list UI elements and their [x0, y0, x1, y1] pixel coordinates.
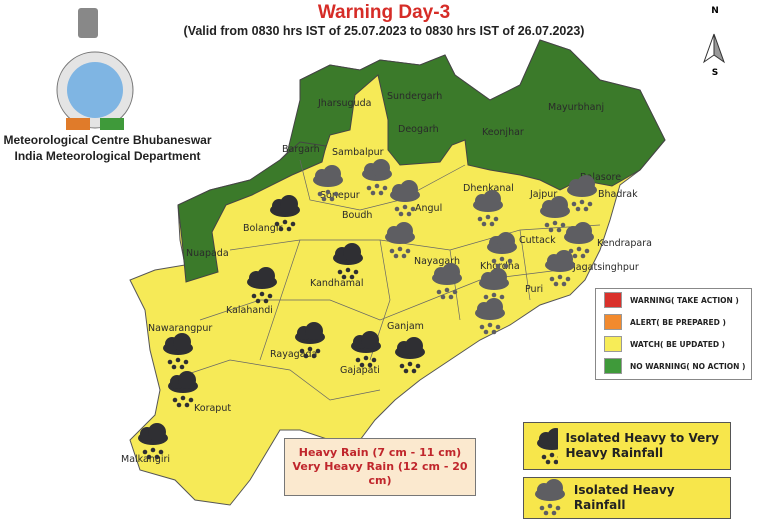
- label-malkangiri: Malkangiri: [121, 454, 170, 465]
- label-sundergarh: Sundergarh: [387, 91, 442, 102]
- label-dhenkanal: Dhenkanal: [463, 183, 514, 194]
- watch-swatch: [604, 336, 622, 352]
- org-line-2: India Meteorological Department: [14, 149, 201, 163]
- heavy-rain-scale: Heavy Rain (7 cm - 11 cm): [298, 446, 462, 459]
- legend-label: NO WARNING( NO ACTION ): [630, 361, 746, 371]
- label-koraput: Koraput: [194, 403, 231, 414]
- color-legend: WARNING( TAKE ACTION ) ALERT( BE PREPARE…: [595, 288, 752, 380]
- label-sonepur: Sonepur: [320, 190, 360, 201]
- heavy-icon-legend: Isolated Heavy Rainfall: [523, 477, 731, 519]
- label-keonjhar: Keonjhar: [482, 127, 524, 138]
- alert-swatch: [604, 314, 622, 330]
- label-nawarangpur: Nawarangpur: [148, 323, 212, 334]
- north-no-warning-area: [284, 39, 666, 191]
- very-heavy-legend-label: Isolated Heavy to Very Heavy Rainfall: [565, 431, 719, 460]
- compass-south: S: [711, 68, 719, 78]
- legend-item-watch: WATCH( BE UPDATED ): [596, 333, 751, 355]
- imd-emblem-logo: [56, 8, 134, 130]
- label-jajpur: Jajpur: [529, 189, 557, 200]
- label-gajapati: Gajapati: [340, 365, 380, 376]
- label-nuapada: Nuapada: [186, 248, 229, 259]
- label-bolangir: Bolangir: [243, 223, 282, 234]
- heavy-legend-label: Isolated Heavy Rainfall: [573, 483, 675, 512]
- label-kandhamal: Kandhamal: [310, 278, 364, 289]
- label-angul: Angul: [415, 203, 442, 214]
- legend-item-alert: ALERT( BE PREPARED ): [596, 311, 751, 333]
- label-nayagarh: Nayagarh: [414, 256, 460, 267]
- warning-swatch: [604, 292, 622, 308]
- label-boudh: Boudh: [342, 210, 372, 221]
- label-rayagada: Rayagada: [270, 349, 317, 360]
- label-mayurbhanj: Mayurbhanj: [548, 102, 604, 113]
- validity-subtitle: (Valid from 0830 hrs IST of 25.07.2023 t…: [183, 24, 585, 38]
- legend-label: WARNING( TAKE ACTION ): [630, 295, 739, 305]
- rain-scale-box: Heavy Rain (7 cm - 11 cm) Very Heavy Rai…: [284, 438, 476, 496]
- legend-label: ALERT( BE PREPARED ): [630, 317, 726, 327]
- no-warning-swatch: [604, 358, 622, 374]
- very-heavy-rain-scale: Very Heavy Rain (12 cm - 20 cm): [292, 460, 468, 487]
- label-deogarh: Deogarh: [398, 124, 439, 135]
- grey-rain-cloud-icon: [535, 479, 565, 516]
- label-ganjam: Ganjam: [387, 321, 424, 332]
- page-title: Warning Day-3: [317, 2, 451, 23]
- label-bhadrak: Bhadrak: [598, 189, 638, 200]
- label-sambalpur: Sambalpur: [332, 147, 384, 158]
- legend-label: WATCH( BE UPDATED ): [630, 339, 726, 349]
- dark-rain-cloud-icon: [537, 428, 558, 465]
- compass-north: N: [711, 6, 719, 16]
- label-jharsuguda: Jharsuguda: [317, 98, 371, 109]
- label-jagatsinghpur: Jagatsinghpur: [572, 262, 639, 273]
- org-line-1: Meteorological Centre Bhubaneswar: [3, 133, 212, 147]
- legend-item-warning: WARNING( TAKE ACTION ): [596, 289, 751, 311]
- label-balasore: Balasore: [580, 172, 621, 183]
- label-puri: Puri: [525, 284, 543, 295]
- label-kalahandi: Kalahandi: [226, 305, 273, 316]
- north-arrow-icon: [703, 33, 725, 64]
- very-heavy-icon-legend: Isolated Heavy to Very Heavy Rainfall: [523, 422, 731, 470]
- label-bargarh: Bargarh: [282, 144, 320, 155]
- label-kendrapara: Kendrapara: [597, 238, 652, 249]
- label-cuttack: Cuttack: [519, 235, 556, 246]
- legend-item-no-warning: NO WARNING( NO ACTION ): [596, 355, 751, 377]
- organization: Meteorological Centre Bhubaneswar India …: [0, 132, 215, 164]
- west-no-warning-area: [177, 141, 327, 283]
